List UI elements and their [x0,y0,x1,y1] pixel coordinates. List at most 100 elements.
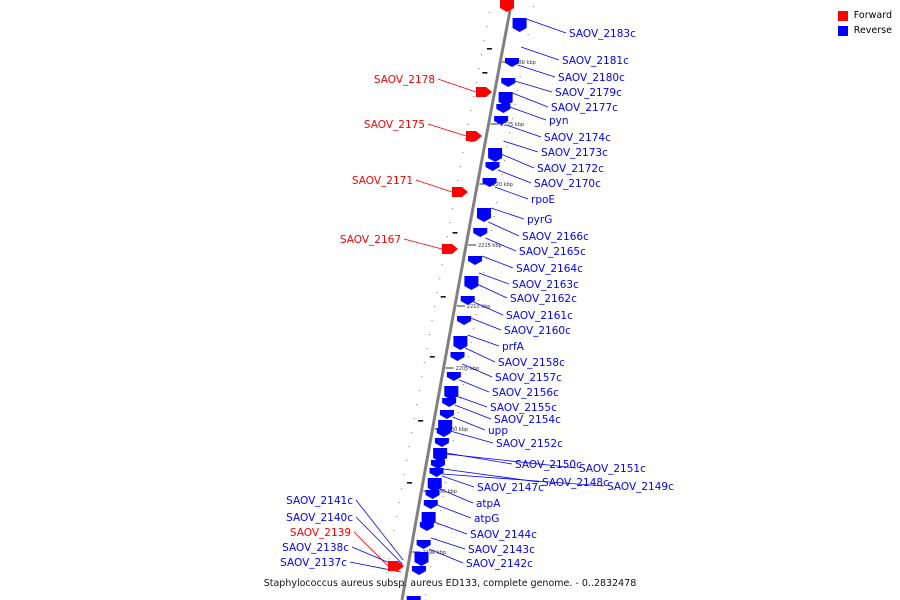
gene-label[interactable]: SAOV_2138c [282,542,349,554]
gene-label[interactable]: SAOV_2178 [374,74,435,86]
gene-label[interactable]: SAOV_2163c [512,279,579,291]
scale-tick-label: 2225 kbp [501,122,525,128]
reverse-gene [425,490,440,499]
gene-label[interactable]: SAOV_2152c [496,438,563,450]
gene-labels: SAOV_2178 SAOV_2175 SAOV_2171 SAOV_2167 SAOV… [280,28,674,570]
grid-dots [383,6,535,596]
label-leader [456,395,488,408]
gene-label[interactable]: prfA [502,341,525,353]
label-leader [490,207,525,220]
gene-label[interactable]: SAOV_2156c [492,387,559,399]
gene-label[interactable]: SAOV_2179c [555,87,622,99]
reverse-gene [496,104,511,113]
label-leader [497,169,532,184]
reverse-gene [464,276,479,290]
gene-label[interactable]: SAOV_2174c [544,132,611,144]
reverse-gene [433,448,448,462]
label-leader [355,516,403,565]
label-leader [439,488,474,504]
label-leader [476,283,508,299]
gene-label[interactable]: SAOV_2172c [537,163,604,175]
gene-label[interactable]: pyrG [527,214,552,226]
label-leader [355,499,404,561]
reverse-gene [439,410,454,419]
label-leader [450,430,494,444]
gene-label[interactable]: atpA [476,498,501,510]
gene-label[interactable]: SAOV_2155c [490,402,557,414]
reverse-gene [416,540,431,549]
label-leader [430,537,466,550]
gene-label[interactable]: SAOV_2160c [504,325,571,337]
gene-label[interactable]: SAOV_2140c [286,512,353,524]
gene-label[interactable]: SAOV_2151c [579,463,646,475]
reverse-gene [494,116,509,125]
reverse-swatch [837,25,848,36]
gene-label[interactable]: atpG [474,513,499,525]
reverse-gene [501,78,516,87]
gene-label[interactable]: SAOV_2170c [534,178,601,190]
gene-label[interactable]: SAOV_2148c [542,477,609,489]
gene-label[interactable]: SAOV_2147c [477,482,544,494]
label-leader [441,475,475,488]
label-leader [462,363,493,378]
gene-label[interactable]: SAOV_2166c [522,231,589,243]
label-leader [353,531,389,567]
gene-label[interactable]: SAOV_2180c [558,72,625,84]
gene-label[interactable]: SAOV_2144c [470,529,537,541]
gene-label[interactable]: SAOV_2177c [551,102,618,114]
gene-label[interactable]: upp [488,425,508,437]
gene-label[interactable]: SAOV_2164c [516,263,583,275]
reverse-gene [427,478,442,492]
gene-label[interactable]: pyn [549,115,569,127]
gene-label[interactable]: SAOV_2175 [364,119,425,131]
forward-swatch [837,10,848,21]
gene-label[interactable]: SAOV_2171 [352,175,413,187]
gene-label[interactable]: SAOV_2158c [498,357,565,369]
gene-label[interactable]: SAOV_2181c [562,55,629,67]
label-leader [465,347,496,363]
reverse-gene [498,92,513,106]
forward-gene [442,244,458,254]
gene-label[interactable]: SAOV_2137c [280,557,347,569]
scale-tick-label: 2195 kbp [433,489,457,495]
forward-gene [500,0,514,12]
gene-label[interactable]: rpoE [531,194,555,206]
gene-label[interactable]: SAOV_2173c [541,147,608,159]
label-leader [494,186,529,200]
legend-label: Forward [853,10,892,21]
genome-caption: Staphylococcus aureus subsp. aureus ED13… [263,578,637,589]
gene-label[interactable]: SAOV_2143c [468,544,535,556]
reverse-gene [434,438,449,447]
reverse-gene [429,468,444,477]
gene-label[interactable]: SAOV_2142c [466,558,533,570]
scale-tick-label: 2230 kbp [512,60,536,66]
label-leader [520,46,560,61]
gene-label[interactable]: SAOV_2162c [510,293,577,305]
reverse-gene [444,386,459,400]
gene-label[interactable]: SAOV_2183c [569,28,636,40]
reverse-gene [414,552,429,566]
reverse-gene [457,316,472,325]
label-leader [506,124,542,138]
gene-label[interactable]: SAOV_2154c [494,414,561,426]
reverse-gene [450,352,465,361]
genome-backbone [400,0,514,600]
scale-tick-label: 2215 kbp [478,243,502,249]
gene-label[interactable]: SAOV_2157c [495,372,562,384]
reverse-gene [430,460,445,469]
reverse-gene [485,162,500,171]
label-leader [517,64,556,78]
reverse-gene [505,58,520,67]
gene-label[interactable]: SAOV_2165c [519,246,586,258]
gene-label[interactable]: SAOV_2150c [515,459,582,471]
gene-label[interactable]: SAOV_2139 [290,527,351,539]
gene-label[interactable]: SAOV_2141c [286,495,353,507]
label-leader [427,123,467,137]
label-leader [478,272,510,285]
gene-label[interactable]: SAOV_2167 [340,234,401,246]
reverse-gene [412,566,427,575]
label-leader [512,92,549,108]
gene-label[interactable]: SAOV_2149c [607,481,674,493]
gene-label[interactable]: SAOV_2161c [506,310,573,322]
